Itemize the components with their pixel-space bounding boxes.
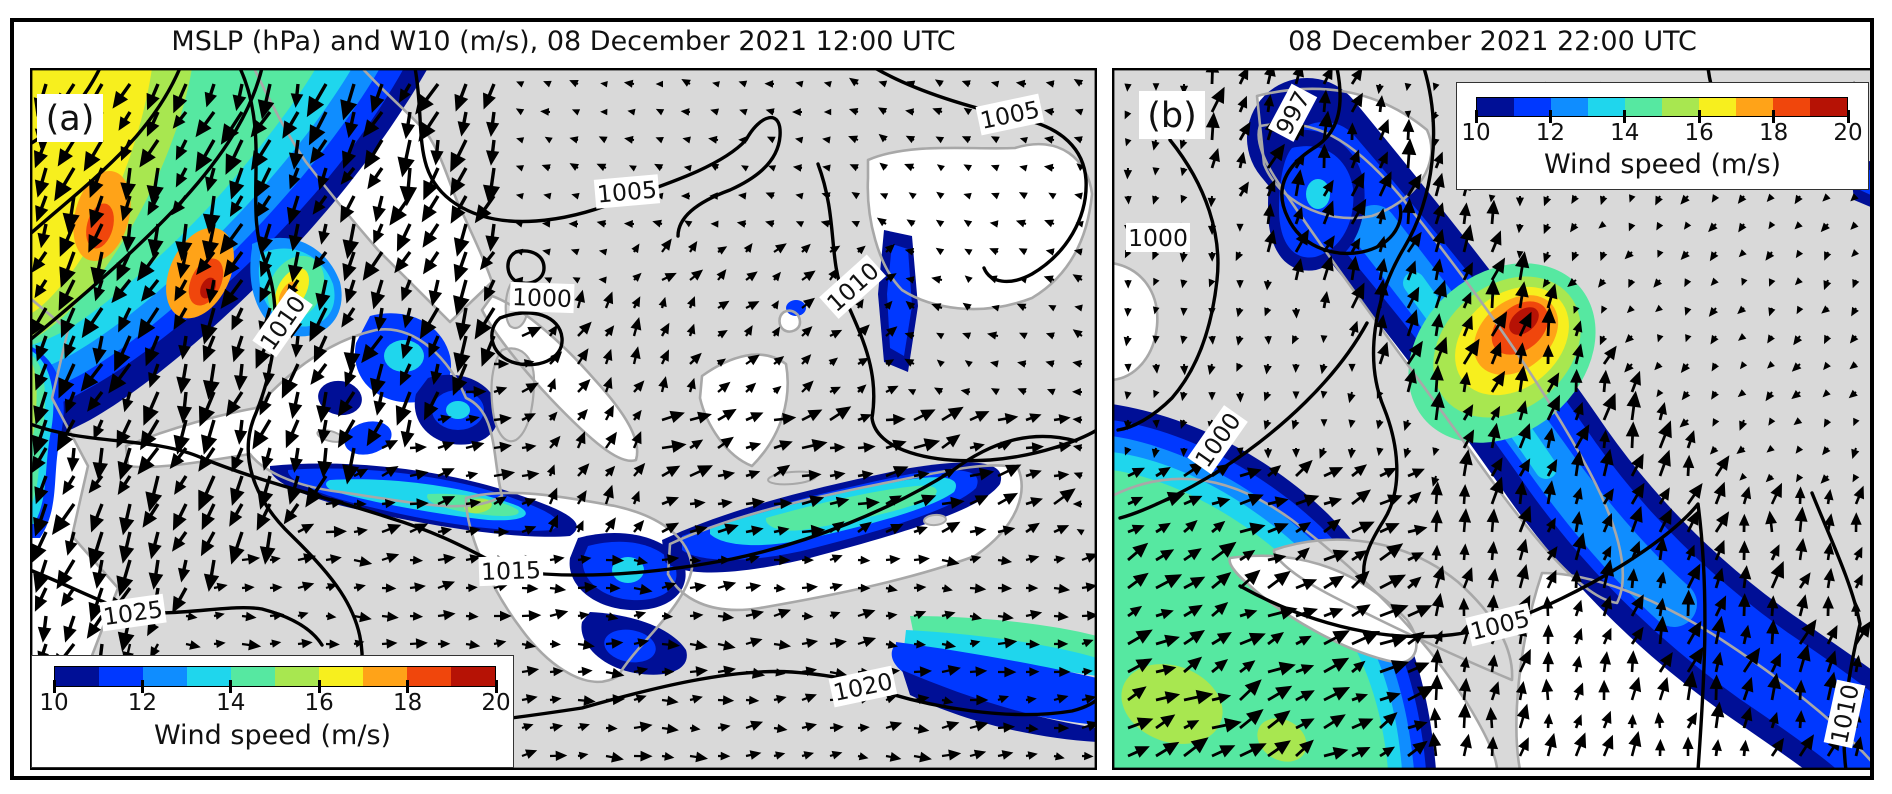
- colorbar-segment: [1477, 98, 1514, 116]
- colorbar-tick-label: 18: [1758, 120, 1789, 146]
- svg-text:(a): (a): [46, 99, 95, 139]
- colorbar-segment: [275, 667, 319, 686]
- colorbar-tick: [1772, 110, 1776, 123]
- colorbar-tick: [406, 680, 410, 693]
- colorbar-segment: [451, 667, 495, 686]
- colorbar-tick: [1697, 110, 1701, 123]
- panel-letter-label: (b): [1139, 91, 1205, 139]
- pressure-label-1015: 1015: [478, 554, 544, 587]
- colorbar-segment: [1514, 98, 1551, 116]
- colorbar-segment: [231, 667, 275, 686]
- panel-letter-label: (a): [37, 94, 103, 142]
- colorbar-segment: [55, 667, 99, 686]
- pressure-label-1025: 1025: [99, 593, 167, 632]
- svg-text:1000: 1000: [512, 283, 573, 313]
- panel-border: [30, 68, 1097, 770]
- svg-text:1000: 1000: [1128, 224, 1188, 252]
- colorbar-tick: [52, 680, 56, 693]
- colorbar-tick-label: 20: [1833, 120, 1863, 146]
- colorbar-tick: [1548, 110, 1552, 123]
- pressure-label-1005: 1005: [593, 174, 661, 209]
- colorbar-tick-label: 12: [1535, 120, 1566, 146]
- colorbar-tick-label: 10: [39, 690, 69, 716]
- panel-b-title: 08 December 2021 22:00 UTC: [1288, 26, 1697, 57]
- svg-text:(b): (b): [1147, 96, 1197, 136]
- colorbar-tick-label: 16: [1684, 120, 1714, 146]
- colorbar-panel-b: Wind speed (m/s) 10 12 14 16 18 20: [1456, 82, 1869, 190]
- colorbar-tick-label: 14: [1610, 120, 1640, 146]
- colorbar-segment: [187, 667, 231, 686]
- pressure-label-1000: 1000: [509, 281, 575, 314]
- svg-text:1015: 1015: [481, 556, 542, 586]
- colorbar-tick: [1623, 110, 1627, 123]
- colorbar-a-label: Wind speed (m/s): [153, 720, 392, 751]
- colorbar-strip: [1476, 97, 1848, 117]
- pressure-label-1020: 1020: [828, 665, 898, 708]
- colorbar-tick: [140, 680, 144, 693]
- colorbar-segment: [1662, 98, 1699, 116]
- colorbar-segment: [407, 667, 451, 686]
- colorbar-panel-a: Wind speed (m/s) 10 12 14 16 18 20: [31, 655, 514, 768]
- colorbar-tick: [229, 680, 233, 693]
- colorbar-segment: [1699, 98, 1736, 116]
- colorbar-tick: [494, 680, 498, 693]
- colorbar-b-label: Wind speed (m/s): [1543, 149, 1782, 180]
- svg-text:1005: 1005: [596, 175, 658, 208]
- colorbar-segment: [1551, 98, 1588, 116]
- colorbar-tick-label: 14: [216, 690, 246, 716]
- wind-arrows: [1123, 68, 1871, 760]
- pressure-label-1000: 1000: [1126, 223, 1190, 252]
- colorbar-segment: [363, 667, 407, 686]
- colorbar-segment: [99, 667, 143, 686]
- colorbar-segment: [1588, 98, 1625, 116]
- colorbar-segment: [1810, 98, 1847, 116]
- isobars: [1116, 68, 1862, 770]
- colorbar-tick: [1846, 110, 1850, 123]
- colorbar-tick: [317, 680, 321, 693]
- colorbar-segment: [1625, 98, 1662, 116]
- colorbar-tick: [1474, 110, 1478, 123]
- colorbar-segment: [1773, 98, 1810, 116]
- colorbar-tick-label: 16: [304, 690, 334, 716]
- colorbar-tick-label: 18: [392, 690, 423, 716]
- isobars: [30, 68, 1097, 732]
- colorbar-strip: [54, 666, 496, 687]
- panel-a-title: MSLP (hPa) and W10 (m/s), 08 December 20…: [171, 26, 956, 57]
- colorbar-tick-label: 20: [481, 690, 511, 716]
- colorbar-tick-label: 10: [1461, 120, 1491, 146]
- coastlines: [1112, 87, 1873, 770]
- colorbar-segment: [1736, 98, 1773, 116]
- colorbar-segment: [319, 667, 363, 686]
- colorbar-segment: [143, 667, 187, 686]
- colorbar-tick-label: 12: [127, 690, 158, 716]
